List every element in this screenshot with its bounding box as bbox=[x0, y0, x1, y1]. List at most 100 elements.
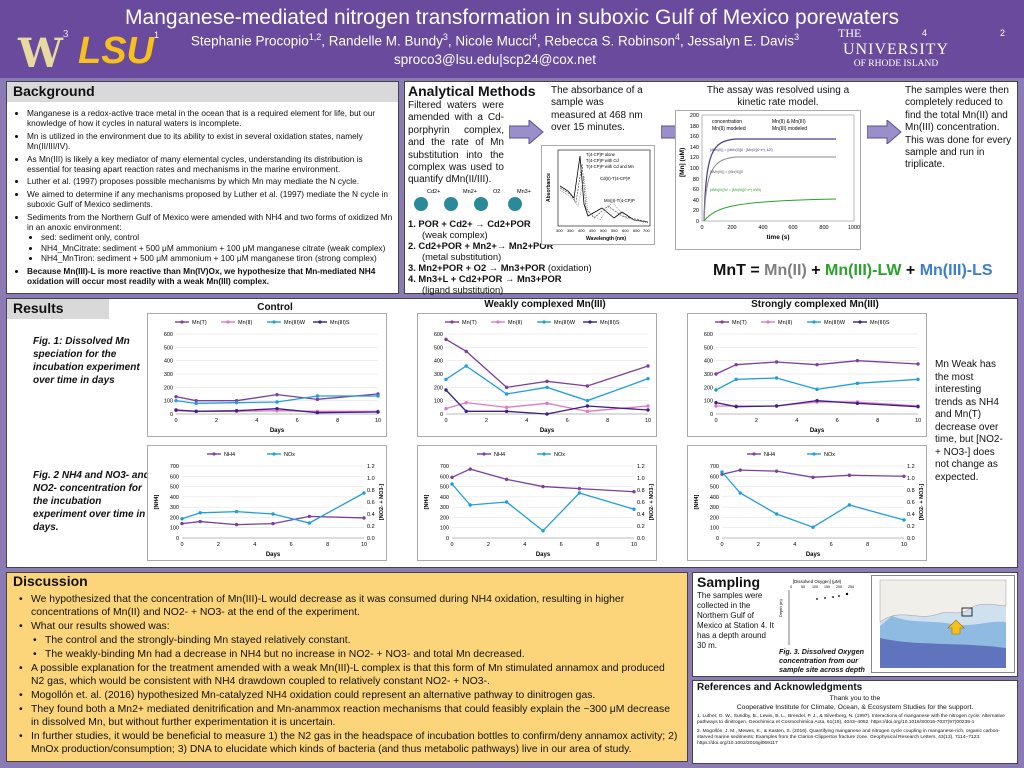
x-tick-label: 10 bbox=[375, 418, 381, 424]
x-axis-label: Days bbox=[270, 428, 285, 434]
legend-label: Mn(III)S bbox=[870, 320, 890, 326]
svg-text:80: 80 bbox=[693, 177, 699, 183]
series-line bbox=[451, 483, 635, 532]
legend-marker bbox=[812, 452, 816, 456]
svg-text:600: 600 bbox=[622, 228, 629, 233]
svg-text:400: 400 bbox=[758, 225, 767, 231]
svg-text:40: 40 bbox=[693, 198, 699, 204]
data-point bbox=[194, 398, 198, 403]
x-tick-label: 6 bbox=[296, 418, 299, 424]
data-point bbox=[541, 484, 545, 489]
y-tick-label: 300 bbox=[710, 505, 719, 511]
results-title: Results bbox=[13, 300, 64, 316]
kinetic-xlabel: time (s) bbox=[766, 234, 789, 241]
hypothesis: Because Mn(III)-L is more reactive than … bbox=[27, 266, 393, 287]
y-tick-label: 400 bbox=[434, 359, 443, 365]
svg-text:0: 0 bbox=[696, 219, 699, 225]
y2-tick-label: 0.4 bbox=[367, 512, 375, 518]
fig1-caption: Fig. 1: Dissolved Mn speciation for the … bbox=[33, 336, 140, 386]
svg-text:concentration: concentration bbox=[712, 119, 742, 125]
y-tick-label: 100 bbox=[440, 526, 449, 532]
svg-text:180: 180 bbox=[690, 124, 699, 130]
y2-tick-label: 0.6 bbox=[907, 500, 915, 506]
data-point bbox=[632, 507, 636, 511]
series-line bbox=[715, 377, 919, 391]
data-point bbox=[738, 468, 742, 472]
data-point bbox=[180, 521, 184, 526]
list-item: Mn is utilized in the environment due to… bbox=[27, 131, 393, 152]
y-tick-label: 400 bbox=[440, 495, 449, 501]
data-point bbox=[315, 410, 320, 415]
y-tick-label: 600 bbox=[434, 332, 443, 338]
legend-marker bbox=[812, 320, 816, 324]
discussion-body: • We hypothesized that the concentration … bbox=[7, 589, 687, 756]
data-point bbox=[315, 397, 320, 402]
data-point bbox=[916, 362, 920, 366]
mn-label: Mn3+ bbox=[517, 189, 531, 195]
data-point bbox=[307, 521, 312, 525]
arrow-right-icon bbox=[509, 120, 544, 144]
data-point bbox=[855, 381, 860, 386]
y-axis-label: [NH4] bbox=[154, 495, 160, 510]
series-line bbox=[451, 468, 635, 493]
y-tick-label: 300 bbox=[704, 372, 713, 378]
legend-marker bbox=[542, 452, 546, 456]
svg-text:Mn(II) & Mn(III): Mn(II) & Mn(III) bbox=[772, 119, 806, 125]
y-tick-label: 200 bbox=[434, 385, 443, 391]
spectrum-line bbox=[559, 155, 649, 223]
x-tick-label: 8 bbox=[866, 542, 869, 548]
y-tick-label: 100 bbox=[434, 399, 443, 405]
data-point bbox=[464, 349, 468, 354]
data-point bbox=[194, 409, 198, 414]
y-tick-label: 200 bbox=[164, 385, 173, 391]
reaction-steps: 1. POR + Cd2+ → Cd2+POR (weak complex) 2.… bbox=[408, 218, 608, 295]
results-panel: Results Fig. 1: Dissolved Mn speciation … bbox=[6, 298, 1018, 568]
data-point bbox=[902, 518, 906, 522]
x-tick-label: 10 bbox=[915, 418, 921, 424]
data-point bbox=[774, 404, 779, 408]
svg-text:Mn(II) modeled: Mn(II) modeled bbox=[712, 126, 746, 132]
y-tick-label: 500 bbox=[704, 345, 713, 351]
spectrum-ylabel: Absorbance bbox=[546, 173, 552, 202]
reaction-step: 2. Cd2+POR + Mn2+→ Mn2+POR (metal substit… bbox=[408, 240, 554, 262]
data-point bbox=[468, 467, 472, 471]
data-point bbox=[234, 400, 239, 405]
y2-tick-label: 0.8 bbox=[367, 488, 375, 494]
data-point bbox=[734, 377, 738, 382]
x-tick-label: 2 bbox=[487, 542, 490, 548]
legend-marker bbox=[720, 320, 724, 324]
spectrum-legend-item: T(4-CP)P alone bbox=[586, 152, 616, 157]
legend-label: Mn(T) bbox=[732, 320, 747, 326]
y2-tick-label: 0.2 bbox=[637, 524, 645, 530]
n-chart-strong: NH4 NOx 0 100 200 300 400 500 600 700 0.0 0.2 0.4 0.6… bbox=[687, 445, 927, 561]
data-point bbox=[585, 398, 590, 403]
legend-label: Mn(III)S bbox=[330, 320, 350, 326]
data-point bbox=[714, 404, 718, 408]
legend-marker bbox=[180, 320, 184, 324]
spectrum-xlabel: Wavelength (nm) bbox=[586, 236, 626, 242]
y-tick-label: 200 bbox=[704, 385, 713, 391]
uw-logo: W3 bbox=[18, 30, 69, 77]
methods-panel: Analytical Methods Filtered waters were … bbox=[404, 81, 1018, 295]
svg-text:300: 300 bbox=[556, 228, 563, 233]
references-panel: References and Acknowledgments Thank you… bbox=[692, 680, 1018, 764]
svg-text:0: 0 bbox=[700, 225, 703, 231]
legend-label: NH4 bbox=[494, 452, 505, 458]
list-item: As Mn(III) is likely a key mediator of m… bbox=[27, 154, 393, 175]
mn-chart-strong: Mn(T) Mn(II) Mn(III)W Mn(III)S 0 100 200 300 400… bbox=[687, 313, 927, 437]
data-point bbox=[234, 509, 239, 514]
svg-text:200: 200 bbox=[836, 585, 842, 589]
data-point bbox=[545, 379, 549, 384]
data-point bbox=[545, 385, 549, 390]
y2-tick-label: 1.2 bbox=[907, 464, 915, 470]
reduction-text: The samples were then completely reduced… bbox=[905, 85, 1012, 171]
background-body: Manganese is a redox-active trace metal … bbox=[7, 102, 398, 287]
poster-title: Manganese-mediated nitrogen transformati… bbox=[125, 6, 899, 29]
x-tick-label: 10 bbox=[645, 418, 651, 424]
mnt-equation: MnT = Mn(II) + Mn(III)-LW + Mn(III)-LS bbox=[713, 262, 993, 279]
legend-label: Mn(III)W bbox=[554, 320, 576, 326]
list-item: • In further studies, it would be benefic… bbox=[19, 731, 678, 755]
x-tick-label: 4 bbox=[795, 418, 798, 424]
x-axis-label: Days bbox=[540, 428, 555, 434]
do-profile-chart: [Dissolved Oxygen] (μM) 0 50 100 150 200… bbox=[777, 577, 857, 647]
